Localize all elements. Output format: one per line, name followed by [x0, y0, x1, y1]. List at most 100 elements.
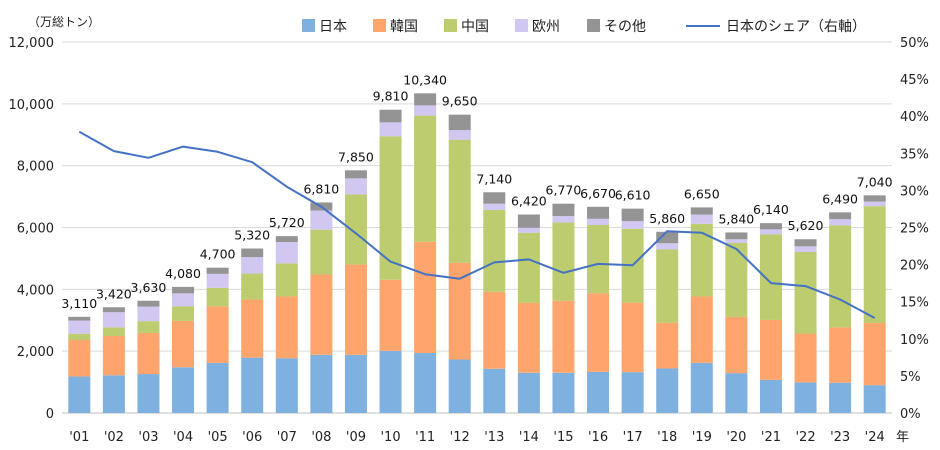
bar-segment [690, 296, 713, 363]
x-tick-label: '08 [311, 430, 331, 445]
bar-segment [690, 223, 713, 297]
bar-segment [759, 319, 782, 380]
left-tick-label: 4,000 [17, 283, 54, 298]
x-tick-label: '21 [761, 430, 781, 445]
bar-segment [414, 115, 437, 242]
bar-segment [310, 354, 333, 413]
bar-segment [587, 293, 610, 372]
x-tick-label: '12 [450, 430, 470, 445]
bar-segment [102, 312, 125, 328]
bar-segment [863, 195, 886, 202]
bar-segment [102, 375, 125, 413]
bar-segment [794, 382, 817, 413]
bar-segment [794, 251, 817, 334]
bar-segment [690, 214, 713, 224]
bar-segment [517, 227, 540, 233]
left-axis-ticks: 0 2,000 4,000 6,000 8,000 10,000 12,000 [9, 36, 55, 422]
bar-segment [863, 206, 886, 324]
total-label: 7,850 [338, 149, 374, 164]
total-label: 5,320 [234, 228, 270, 243]
right-axis-ticks: 0% 5% 10% 15% 20% 25% 30% 35% 40% 45% 50% [900, 36, 929, 422]
bar-segment [552, 372, 575, 413]
legend-swatch [302, 19, 315, 32]
gridlines [62, 41, 892, 414]
x-tick-label: '13 [484, 430, 504, 445]
bar-segment [172, 367, 195, 413]
bar-segment [725, 373, 748, 413]
total-label: 3,110 [61, 296, 97, 311]
right-tick-label: 15% [900, 296, 929, 311]
total-label: 5,840 [718, 211, 754, 226]
x-tick-label: '10 [380, 430, 400, 445]
bar-segment [621, 372, 644, 413]
bar-segment [344, 170, 367, 179]
right-tick-label: 0% [900, 407, 921, 422]
bar-segment [137, 306, 160, 322]
bar-segment [621, 221, 644, 229]
total-label: 7,040 [857, 174, 893, 189]
bar-segment [275, 242, 298, 264]
bar-segment [759, 234, 782, 320]
x-tick-label: '19 [692, 430, 712, 445]
bar-segment [483, 368, 506, 413]
bar-segment [621, 208, 644, 222]
bar-segment [241, 357, 264, 413]
total-label: 6,140 [753, 202, 789, 217]
bar-segment [621, 302, 644, 373]
total-label: 4,700 [200, 247, 236, 262]
right-tick-label: 35% [900, 147, 929, 162]
bar-segment [241, 248, 264, 258]
x-tick-label: '16 [588, 430, 608, 445]
bar-segment [483, 192, 506, 204]
x-tick-label: '02 [104, 430, 124, 445]
share-line [78, 130, 876, 319]
left-axis-unit-label: （万総トン） [28, 15, 100, 29]
bar-segment [863, 323, 886, 386]
left-tick-label: 12,000 [9, 36, 55, 51]
bar-segment [68, 320, 91, 334]
bar-segment [483, 203, 506, 210]
legend-label: その他 [604, 19, 646, 35]
bar-segment [517, 302, 540, 373]
bar-segment [310, 210, 333, 230]
legend-label: 日本 [319, 19, 347, 35]
bar-segment [587, 218, 610, 226]
right-tick-label: 20% [900, 259, 929, 274]
bar-segment [137, 321, 160, 333]
total-label: 7,140 [476, 171, 512, 186]
x-tick-label: '03 [138, 430, 158, 445]
total-label: 9,810 [373, 89, 409, 104]
bar-segment [829, 212, 852, 220]
x-tick-label: '15 [553, 430, 573, 445]
legend-label: 中国 [461, 19, 489, 35]
bar-segment [275, 296, 298, 359]
total-label: 9,650 [442, 94, 478, 109]
x-axis-ticks: '01 '02 '03 '04 '05 '06 '07 '08 '09 '10 '11 '12 '13 '… [69, 430, 885, 445]
x-tick-label: '23 [830, 430, 850, 445]
x-tick-label: '24 [865, 430, 885, 445]
bar-segment [656, 368, 679, 413]
total-label: 6,650 [684, 186, 720, 201]
bar-segment [656, 322, 679, 369]
bar-segment [172, 293, 195, 307]
x-tick-label: '17 [623, 430, 643, 445]
bar-segment [552, 300, 575, 373]
bar-segment [483, 291, 506, 369]
x-tick-label: '22 [795, 430, 815, 445]
total-label: 6,670 [580, 186, 616, 201]
total-label: 6,610 [615, 188, 651, 203]
bar-segment [552, 203, 575, 217]
x-tick-label: '04 [173, 430, 193, 445]
x-axis-unit-label: 年 [896, 430, 909, 445]
x-tick-label: '20 [726, 430, 746, 445]
total-label: 6,420 [511, 194, 547, 209]
bar-segment [68, 340, 91, 377]
bar-segment [344, 354, 367, 413]
bar-segment [794, 239, 817, 247]
left-tick-label: 2,000 [17, 345, 54, 360]
bar-segment [344, 194, 367, 265]
bar-segment [241, 257, 264, 274]
bar-segment [725, 242, 748, 317]
bar-segment [794, 246, 817, 252]
